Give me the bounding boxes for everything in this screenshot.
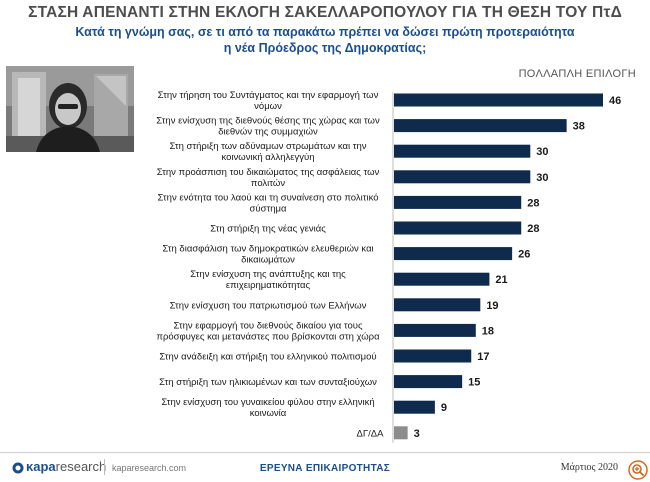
bar [394, 400, 435, 414]
logo-text-b: research [55, 459, 107, 474]
bar [394, 144, 531, 158]
footer-divider [0, 452, 650, 453]
kapa-logo-icon [12, 462, 24, 474]
bar [394, 93, 603, 107]
bar [394, 375, 463, 389]
footer-separator [104, 459, 105, 475]
category-label: Στην ενίσχυση του γυναικείου φύλου στην … [161, 397, 374, 419]
bar [394, 272, 490, 286]
bar-chart: 46 Στην τήρηση του Συντάγματος και την εφ… [156, 90, 621, 443]
category-label: Στην τήρηση του Συντάγματος και την εφαρ… [158, 90, 379, 112]
multiple-choice-tag: ΠΟΛΛΑΠΛΗ ΕΠΙΛΟΓΗ [518, 68, 636, 80]
kapa-research-logo: κaparesearch [12, 459, 106, 474]
category-label: Στη διασφάλιση των δημοκρατικών ελευθερι… [162, 244, 373, 266]
data-label: 18 [482, 325, 494, 337]
data-label: 28 [527, 197, 539, 209]
question-line-1: Κατά τη γνώμη σας, σε τι από τα παρακάτω… [75, 25, 575, 39]
data-label: 9 [441, 402, 447, 414]
category-label: Στην ενίσχυση της ανάπτυξης και της επιχε… [190, 269, 346, 291]
zoom-icon[interactable] [628, 460, 648, 480]
bar [394, 195, 522, 209]
data-label: 30 [536, 172, 548, 184]
category-label: Στη στήριξη των ηλικιωμένων και των συντ… [159, 377, 377, 388]
question-line-2: η νέα Πρόεδρος της Δημοκρατίας; [223, 41, 427, 55]
chart-title: ΣΤΑΣΗ ΑΠΕΝΑΝΤΙ ΣΤΗΝ ΕΚΛΟΓΗ ΣΑΚΕΛΛΑΡΟΠΟΥΛ… [28, 4, 622, 21]
data-label: 38 [573, 121, 585, 133]
data-label: 15 [468, 377, 480, 389]
bar [394, 349, 472, 363]
bar [394, 119, 567, 133]
data-label: 26 [518, 249, 530, 261]
question-text: Κατά τη γνώμη σας, σε τι από τα παρακάτω… [60, 24, 590, 56]
bar [394, 323, 476, 337]
category-label: Στη στήριξη των αδύναμων στρωμάτων και τ… [169, 141, 366, 163]
bar [394, 426, 408, 440]
data-label: 28 [527, 223, 539, 235]
data-label: 46 [609, 95, 621, 107]
category-label: Στην ενότητα του λαού και τη συναίνεση σ… [157, 192, 378, 214]
category-label: Στην ενίσχυση του πατριωτισμού των Ελλήν… [170, 300, 367, 311]
data-label: 3 [414, 428, 420, 440]
data-label: 19 [486, 300, 498, 312]
category-label: Στη στήριξη της νέας γενιάς [210, 224, 326, 235]
survey-label: ΕΡΕΥΝΑ ΕΠΙΚΑΙΡΟΤΗΤΑΣ [259, 463, 391, 474]
category-label: Στην προάσπιση του δικαιώματος της ασφάλ… [157, 167, 380, 189]
president-photo [6, 66, 134, 152]
logo-text-a: κapa [26, 459, 56, 474]
category-label: ΔΓ/ΔΑ [357, 428, 385, 439]
bar [394, 221, 522, 235]
category-label: Στην εφαρμογή του διεθνούς δικαίου για τ… [156, 320, 380, 342]
data-label: 30 [536, 146, 548, 158]
data-label: 21 [495, 274, 507, 286]
website-link[interactable]: kaparesearch.com [112, 463, 187, 473]
bar [394, 298, 481, 312]
data-label: 17 [477, 351, 489, 363]
category-label: Στην ανάδειξη και στήριξη του ελληνικού … [159, 352, 376, 363]
bar [394, 247, 513, 261]
survey-date: Μάρτιος 2020 [560, 462, 618, 473]
photo-illustration [6, 66, 134, 152]
bar [394, 170, 531, 184]
category-label: Στην ενίσχυση της διεθνούς θέσης της χώρ… [156, 116, 380, 138]
